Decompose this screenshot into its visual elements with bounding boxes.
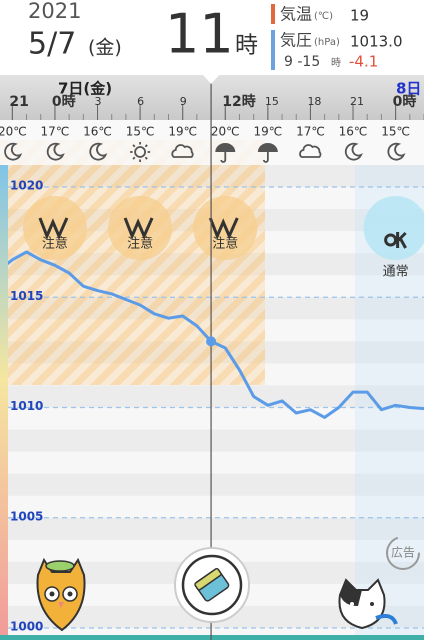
pressure-unit: (hPa) <box>314 37 340 48</box>
x-tick-label: 12時 <box>222 93 255 110</box>
now-dot <box>206 336 217 347</box>
y-tick-label: 1020 <box>10 179 43 193</box>
weather-icon <box>387 142 406 161</box>
sun <box>134 146 147 158</box>
badge-icon <box>38 217 69 240</box>
ad-label: 広告 <box>391 546 415 560</box>
pressure-marker <box>271 30 275 70</box>
band <box>0 517 424 540</box>
temperature: 20℃ <box>0 125 27 139</box>
weekday: (金) <box>88 37 122 59</box>
weather-icon <box>130 142 151 162</box>
umbrella <box>215 143 236 152</box>
temp-marker <box>271 4 275 24</box>
weather-icon <box>299 144 322 158</box>
day-label: 8日 <box>396 80 421 98</box>
badge-icon <box>384 233 398 247</box>
temperature: 17℃ <box>41 125 70 139</box>
weather-icon <box>257 143 278 163</box>
change-period-unit: 時 <box>331 57 341 69</box>
hour-unit: 時 <box>235 33 258 59</box>
badge-label: 注意 <box>42 236 68 252</box>
cloud <box>299 144 322 158</box>
weather-icon <box>215 143 236 163</box>
temperature: 19℃ <box>253 125 282 139</box>
badge-icon <box>123 217 154 240</box>
ray <box>144 156 148 160</box>
y-tick-label: 1005 <box>10 509 43 523</box>
moon <box>344 142 363 161</box>
moon <box>89 142 108 161</box>
temperature: 16℃ <box>83 125 112 139</box>
handle <box>262 152 269 163</box>
x-tick-label: 9 <box>180 95 187 108</box>
pressure-label: 気圧 <box>280 31 312 50</box>
now-pointer <box>203 75 220 84</box>
umbrella <box>257 143 278 152</box>
band <box>0 473 424 496</box>
weather-icon <box>89 142 108 161</box>
ray <box>132 156 136 160</box>
temperature: 16℃ <box>339 125 368 139</box>
ray <box>144 144 148 148</box>
memo-button[interactable] <box>174 547 250 623</box>
change-period: 9 -15 <box>284 54 320 70</box>
temp-label: 気温 <box>280 5 312 24</box>
weather-row-bg <box>0 120 424 165</box>
badge-label: 通常 <box>383 265 409 280</box>
badge-label: 注意 <box>212 236 238 252</box>
x-tick-label: 6 <box>137 95 144 108</box>
temperature: 19℃ <box>168 125 197 139</box>
moon <box>46 142 65 161</box>
temp-value: 19 <box>350 7 369 25</box>
day-label: 7日(金) <box>58 80 112 98</box>
band <box>0 429 424 452</box>
weather-icon <box>46 142 65 161</box>
x-tick-label: 21 <box>350 95 364 108</box>
handle <box>220 152 227 163</box>
ad-ring <box>386 536 420 570</box>
badge-icon <box>208 217 239 240</box>
weather-icon <box>171 144 194 158</box>
x-tick-label: 15 <box>265 95 279 108</box>
x-tick-label: 21 <box>9 94 28 110</box>
moon <box>4 142 23 161</box>
level-bar <box>0 165 8 640</box>
pressure-value: 1013.0 <box>350 33 403 51</box>
date: 5/7 <box>28 27 76 62</box>
badge <box>363 196 424 260</box>
ray <box>132 144 136 148</box>
x-tick-label: 0時 <box>393 93 417 110</box>
cat-mascot <box>338 578 398 630</box>
pencil-icon <box>194 567 230 602</box>
owl-mascot <box>36 557 86 632</box>
moon <box>387 142 406 161</box>
x-tick-label: 0時 <box>52 93 76 110</box>
weather-icon <box>4 142 23 161</box>
y-tick-label: 1015 <box>10 289 43 303</box>
temp-unit: (℃) <box>314 11 333 22</box>
weather-icon <box>344 142 363 161</box>
y-tick-label: 1010 <box>10 399 43 413</box>
x-tick-label: 18 <box>307 95 321 108</box>
current-hour: 11 <box>165 3 234 66</box>
temperature: 17℃ <box>296 125 325 139</box>
temperature: 20℃ <box>211 125 240 139</box>
badge-icon <box>396 231 407 249</box>
band <box>0 385 424 408</box>
y-tick-label: 1000 <box>10 620 43 634</box>
bottom-bar <box>0 635 424 640</box>
cloud <box>171 144 194 158</box>
x-tick-label: 3 <box>95 95 102 108</box>
ad-icon[interactable]: 広告 <box>386 536 420 570</box>
header-bg <box>0 0 424 75</box>
badge-label: 注意 <box>127 236 153 252</box>
temperature: 15℃ <box>126 125 155 139</box>
year: 2021 <box>28 0 81 23</box>
temperature: 15℃ <box>381 125 410 139</box>
pressure-change: -4.1 <box>349 53 378 71</box>
